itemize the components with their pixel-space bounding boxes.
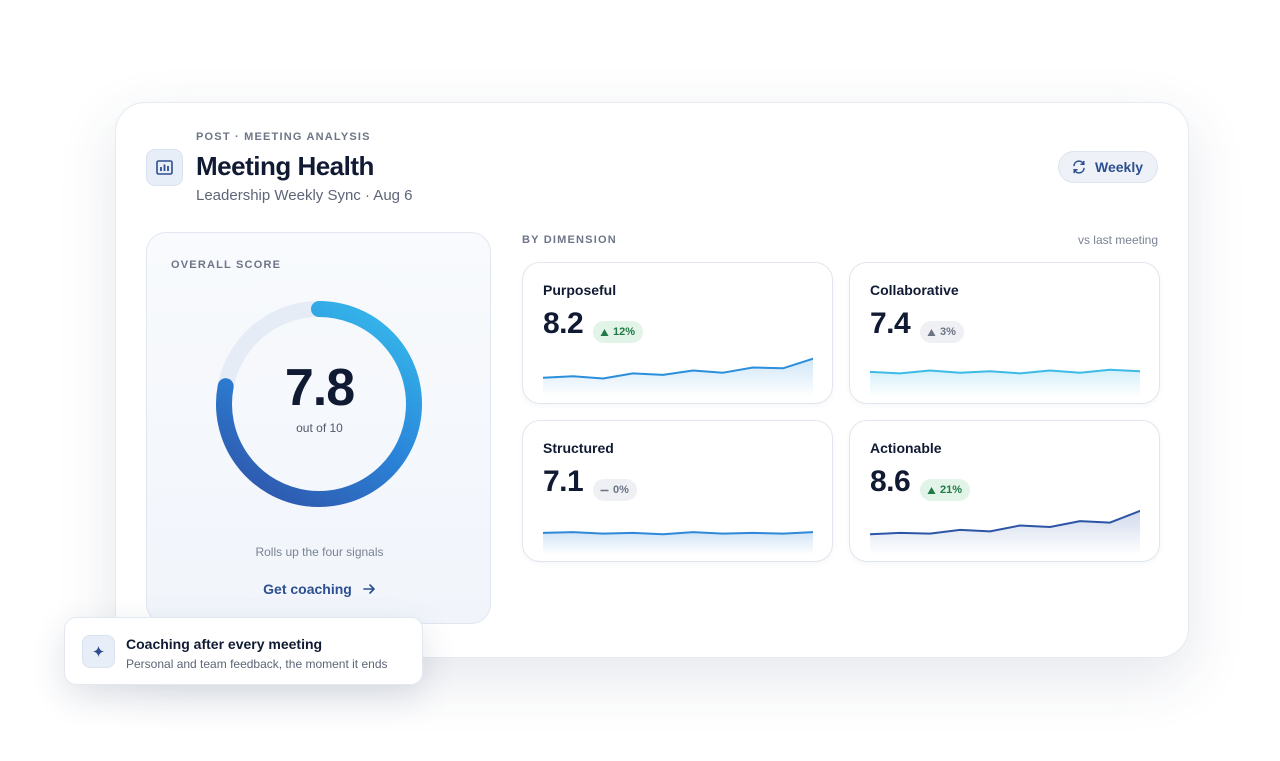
trend-up xyxy=(927,486,936,494)
dimension-score: 8.2 xyxy=(543,307,584,340)
dimension-name: Actionable xyxy=(870,440,942,456)
overall-score-card: OVERALL SCORE 7.8 out of 10 Rolls up the… xyxy=(146,232,491,624)
eyebrow: POST · MEETING ANALYSIS xyxy=(196,131,371,143)
dimension-name: Structured xyxy=(543,440,614,456)
score-note: Rolls up the four signals xyxy=(255,545,384,559)
overall-label: OVERALL SCORE xyxy=(171,259,282,271)
sparkline xyxy=(543,531,813,555)
dimension-card: Structured 7.1 0% xyxy=(522,420,833,562)
trend-up xyxy=(600,328,609,336)
sparkline xyxy=(543,357,813,397)
delta-badge: 21% xyxy=(920,479,971,501)
period-label: Weekly xyxy=(1095,159,1143,175)
dimension-card: Collaborative 7.4 3% xyxy=(849,262,1160,404)
page-title: Meeting Health xyxy=(196,151,374,181)
delta-text: 0% xyxy=(613,484,629,496)
sparkline-area xyxy=(870,510,1140,555)
meeting-health-panel: POST · MEETING ANALYSIS Meeting Health L… xyxy=(115,102,1189,658)
dimension-score: 8.6 xyxy=(870,465,911,498)
trend-icon xyxy=(600,328,609,336)
trend-icon xyxy=(927,486,936,494)
sparkline xyxy=(870,368,1140,397)
get-coaching-link[interactable]: Get coaching xyxy=(147,581,492,597)
sparkline-area xyxy=(543,532,813,555)
delta-text: 12% xyxy=(613,326,636,338)
dimension-score: 7.4 xyxy=(870,307,911,340)
subtitle: Leadership Weekly Sync · Aug 6 xyxy=(196,187,413,204)
toast-body: Personal and team feedback, the moment i… xyxy=(126,657,388,671)
sparkline-line xyxy=(870,368,1140,375)
score-ring xyxy=(216,301,422,507)
delta-badge: 0% xyxy=(593,479,637,501)
sparkline-area xyxy=(870,369,1140,397)
sparkle-glyph xyxy=(93,646,104,657)
overall-score: 7.8 xyxy=(284,359,355,417)
sparkline xyxy=(870,509,1140,555)
trend-icon xyxy=(927,328,936,336)
dimension-label: BY DIMENSION xyxy=(522,234,617,246)
delta-text: 21% xyxy=(940,484,963,496)
coaching-toast: Coaching after every meeting Personal an… xyxy=(64,617,423,685)
trend-up xyxy=(927,328,936,336)
dimension-card: Purposeful 8.2 12% xyxy=(522,262,833,404)
delta-text: 3% xyxy=(940,326,956,338)
delta-badge: 12% xyxy=(593,321,644,343)
arrow-icon xyxy=(363,584,375,594)
chart-icon-glyph xyxy=(156,160,173,175)
chart-icon xyxy=(146,149,183,186)
dimension-name: Purposeful xyxy=(543,282,617,298)
sparkline-line xyxy=(870,509,1140,536)
score-scale: out of 10 xyxy=(147,421,492,435)
scale-prefix: out of xyxy=(296,421,327,435)
sparkline-line xyxy=(543,531,813,536)
sparkline-area xyxy=(543,358,813,397)
scale-max: 10 xyxy=(329,421,343,435)
comparison-note: vs last meeting xyxy=(1077,233,1158,247)
refresh-icon xyxy=(1073,160,1085,174)
period-button[interactable]: Weekly xyxy=(1058,151,1158,183)
toast-title: Coaching after every meeting xyxy=(126,636,323,652)
dimension-score: 7.1 xyxy=(543,465,584,498)
score-arc xyxy=(216,301,422,507)
get-coaching-label: Get coaching xyxy=(263,581,352,597)
delta-badge: 3% xyxy=(920,321,964,343)
trend-icon xyxy=(600,489,609,491)
dimension-card: Actionable 8.6 21% xyxy=(849,420,1160,562)
dimension-name: Collaborative xyxy=(870,282,959,298)
sparkle-icon xyxy=(82,635,115,668)
sparkline-line xyxy=(543,357,813,380)
